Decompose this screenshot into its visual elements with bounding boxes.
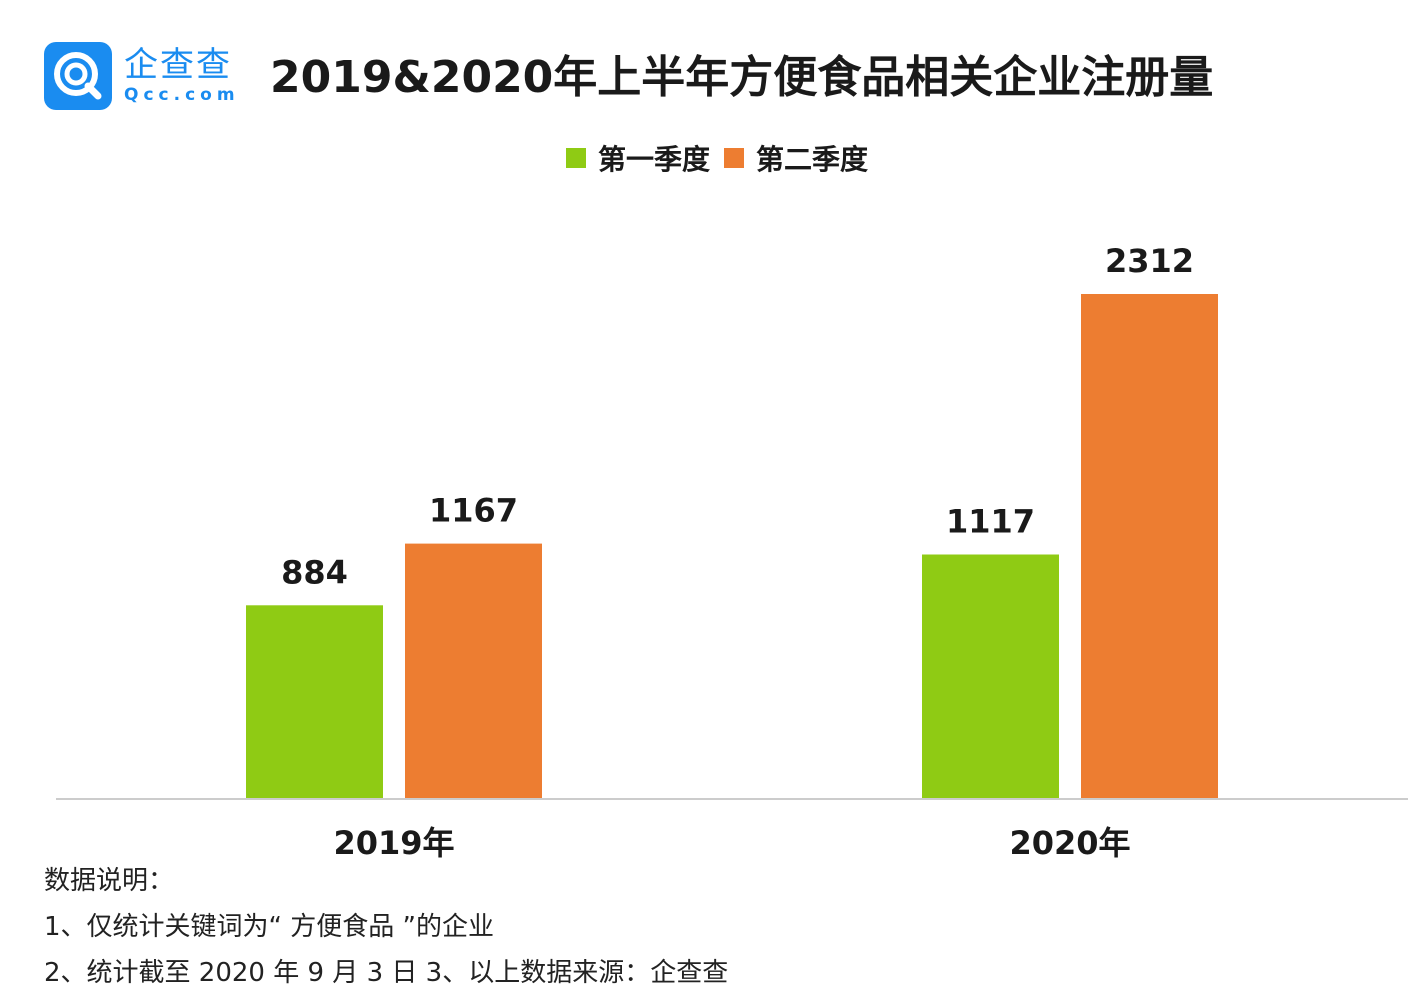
- legend-label-q1: 第一季度: [598, 143, 711, 176]
- legend-swatch-q1: [566, 148, 586, 168]
- bar-2-2: [1081, 294, 1218, 798]
- data-label-2-2: 2312: [1105, 242, 1194, 280]
- chart-legend: 第一季度 第二季度: [566, 138, 882, 178]
- chart-title: 2019&2020年上半年方便食品相关企业注册量: [270, 52, 1214, 103]
- legend-item-q1: 第一季度: [566, 138, 710, 178]
- bar-chart: 884 1167 2019年 1117 2312 2020年: [56, 242, 1408, 860]
- x-tick-label-1: 2019年: [333, 824, 454, 860]
- legend-item-q2: 第二季度: [724, 138, 868, 178]
- x-tick-label-2: 2020年: [1009, 824, 1130, 860]
- notes-line-2: 2、统计截至 2020 年 9 月 3 日 3、以上数据来源：企查查: [44, 958, 729, 988]
- legend-swatch-q2: [724, 148, 745, 168]
- data-label-2-1: 1167: [429, 492, 518, 530]
- data-notes: 数据说明： 1、仅统计关键词为“ 方便食品 ”的企业 2、统计截至 2020 年…: [44, 858, 728, 996]
- notes-line-1: 1、仅统计关键词为“ 方便食品 ”的企业: [44, 912, 495, 942]
- data-label-1-2: 1117: [946, 503, 1035, 541]
- bar-1-1: [246, 605, 383, 798]
- notes-heading: 数据说明：: [44, 866, 175, 896]
- brand-logo: 企查查 Qcc.com: [44, 42, 240, 110]
- brand-name-en: Qcc.com: [124, 85, 240, 105]
- data-label-1-1: 884: [281, 553, 348, 591]
- bar-2-1: [405, 543, 542, 798]
- qcc-logo-icon: [44, 42, 112, 110]
- brand-name-cn: 企查查: [124, 45, 232, 85]
- legend-label-q2: 第二季度: [756, 143, 869, 176]
- bar-1-2: [922, 554, 1059, 798]
